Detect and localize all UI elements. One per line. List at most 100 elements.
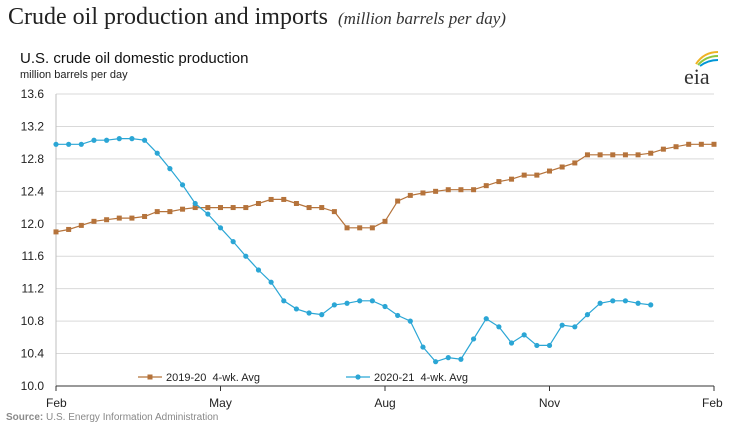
data-point [471,187,477,193]
series-group [53,136,717,365]
source-label: Source: [6,412,44,423]
series-line [55,143,714,233]
data-point [167,209,173,215]
data-point [521,332,527,338]
eia-logo-text: eia [684,64,710,88]
data-point [230,239,236,245]
data-point [572,324,578,330]
data-point [129,215,135,221]
data-point [319,205,325,211]
x-axis: Feb May Aug Nov Feb [46,386,723,410]
legend-item: 2019-20 4-wk. Avg [138,372,260,384]
data-point [192,205,198,211]
y-tick-label: 11.6 [22,249,45,263]
data-point [331,302,337,308]
data-point [78,222,84,228]
data-point [179,182,186,188]
legend-marker [147,374,153,380]
data-point [673,144,679,150]
y-tick-label: 11.2 [22,282,45,296]
data-point [635,300,641,306]
legend-marker [355,374,361,380]
legend-label: 2020-21 4-wk. Avg [374,372,468,384]
data-point [319,312,325,318]
chart-title: U.S. crude oil domestic production [20,50,249,67]
legend-label: 2019-20 4-wk. Avg [166,372,260,384]
data-point [572,160,578,166]
data-point [622,152,628,158]
data-point [534,342,540,349]
data-point [597,300,603,306]
data-point [91,137,97,143]
data-point [91,218,97,224]
x-tick-label: Feb [46,396,67,410]
data-point [711,141,717,147]
y-axis: 10.0 10.4 10.8 11.2 11.6 12.0 12.4 12.8 13.2 13.6 [21,87,45,393]
data-point [509,176,515,182]
data-point [445,187,451,193]
data-point [546,342,553,349]
data-point [382,218,388,224]
eia-logo-icon: eia [684,51,719,88]
data-point [293,201,299,206]
data-point [483,183,489,189]
y-tick-label: 12.0 [21,217,45,231]
source-note: Source: U.S. Energy Information Administ… [6,412,218,423]
x-tick-label: May [209,396,232,410]
x-tick-label: Nov [539,396,560,410]
data-point [268,196,274,202]
chart-grid [55,93,714,387]
data-point [445,355,451,361]
data-point [496,324,502,330]
y-tick-label: 10.4 [21,347,45,361]
data-point [508,340,515,346]
data-point [521,172,527,178]
data-point [142,213,148,219]
page-title-unit: (million barrels per day) [337,9,506,28]
data-point [293,306,300,312]
data-point [610,298,616,304]
data-point [104,137,110,143]
series-line [56,138,651,363]
data-point [698,141,704,147]
page-title-text: Crude oil production and imports [8,4,328,30]
data-point [433,359,439,365]
data-point [141,137,148,143]
data-point [53,141,59,147]
data-point [357,298,363,304]
data-point [78,141,84,147]
data-point [395,312,401,319]
data-point [331,209,337,215]
data-point [53,229,59,235]
data-point [255,201,261,206]
series-2 [53,136,654,365]
data-point [243,205,249,211]
data-point [496,179,502,185]
y-axis-label: million barrels per day [20,69,128,81]
data-point [559,322,565,328]
data-point [116,215,122,221]
data-point [660,146,666,152]
data-point [382,303,388,310]
data-point [167,166,173,172]
chart-legend: 2019-20 4-wk. Avg 2020-21 4-wk. Avg [138,372,468,384]
data-point [344,300,350,306]
data-point [420,344,426,350]
source-text: U.S. Energy Information Administration [46,412,219,423]
data-point [217,225,224,231]
series-1 [53,141,717,235]
data-point [458,187,464,193]
data-point [483,316,489,322]
data-point [369,298,375,304]
data-point [230,205,236,211]
data-point [622,298,629,304]
data-point [357,225,363,231]
data-point [597,152,603,158]
data-point [218,205,223,211]
data-point [205,205,211,211]
x-tick-label: Feb [702,396,723,410]
data-point [255,267,262,273]
data-point [66,141,72,147]
y-tick-label: 12.8 [21,152,45,166]
